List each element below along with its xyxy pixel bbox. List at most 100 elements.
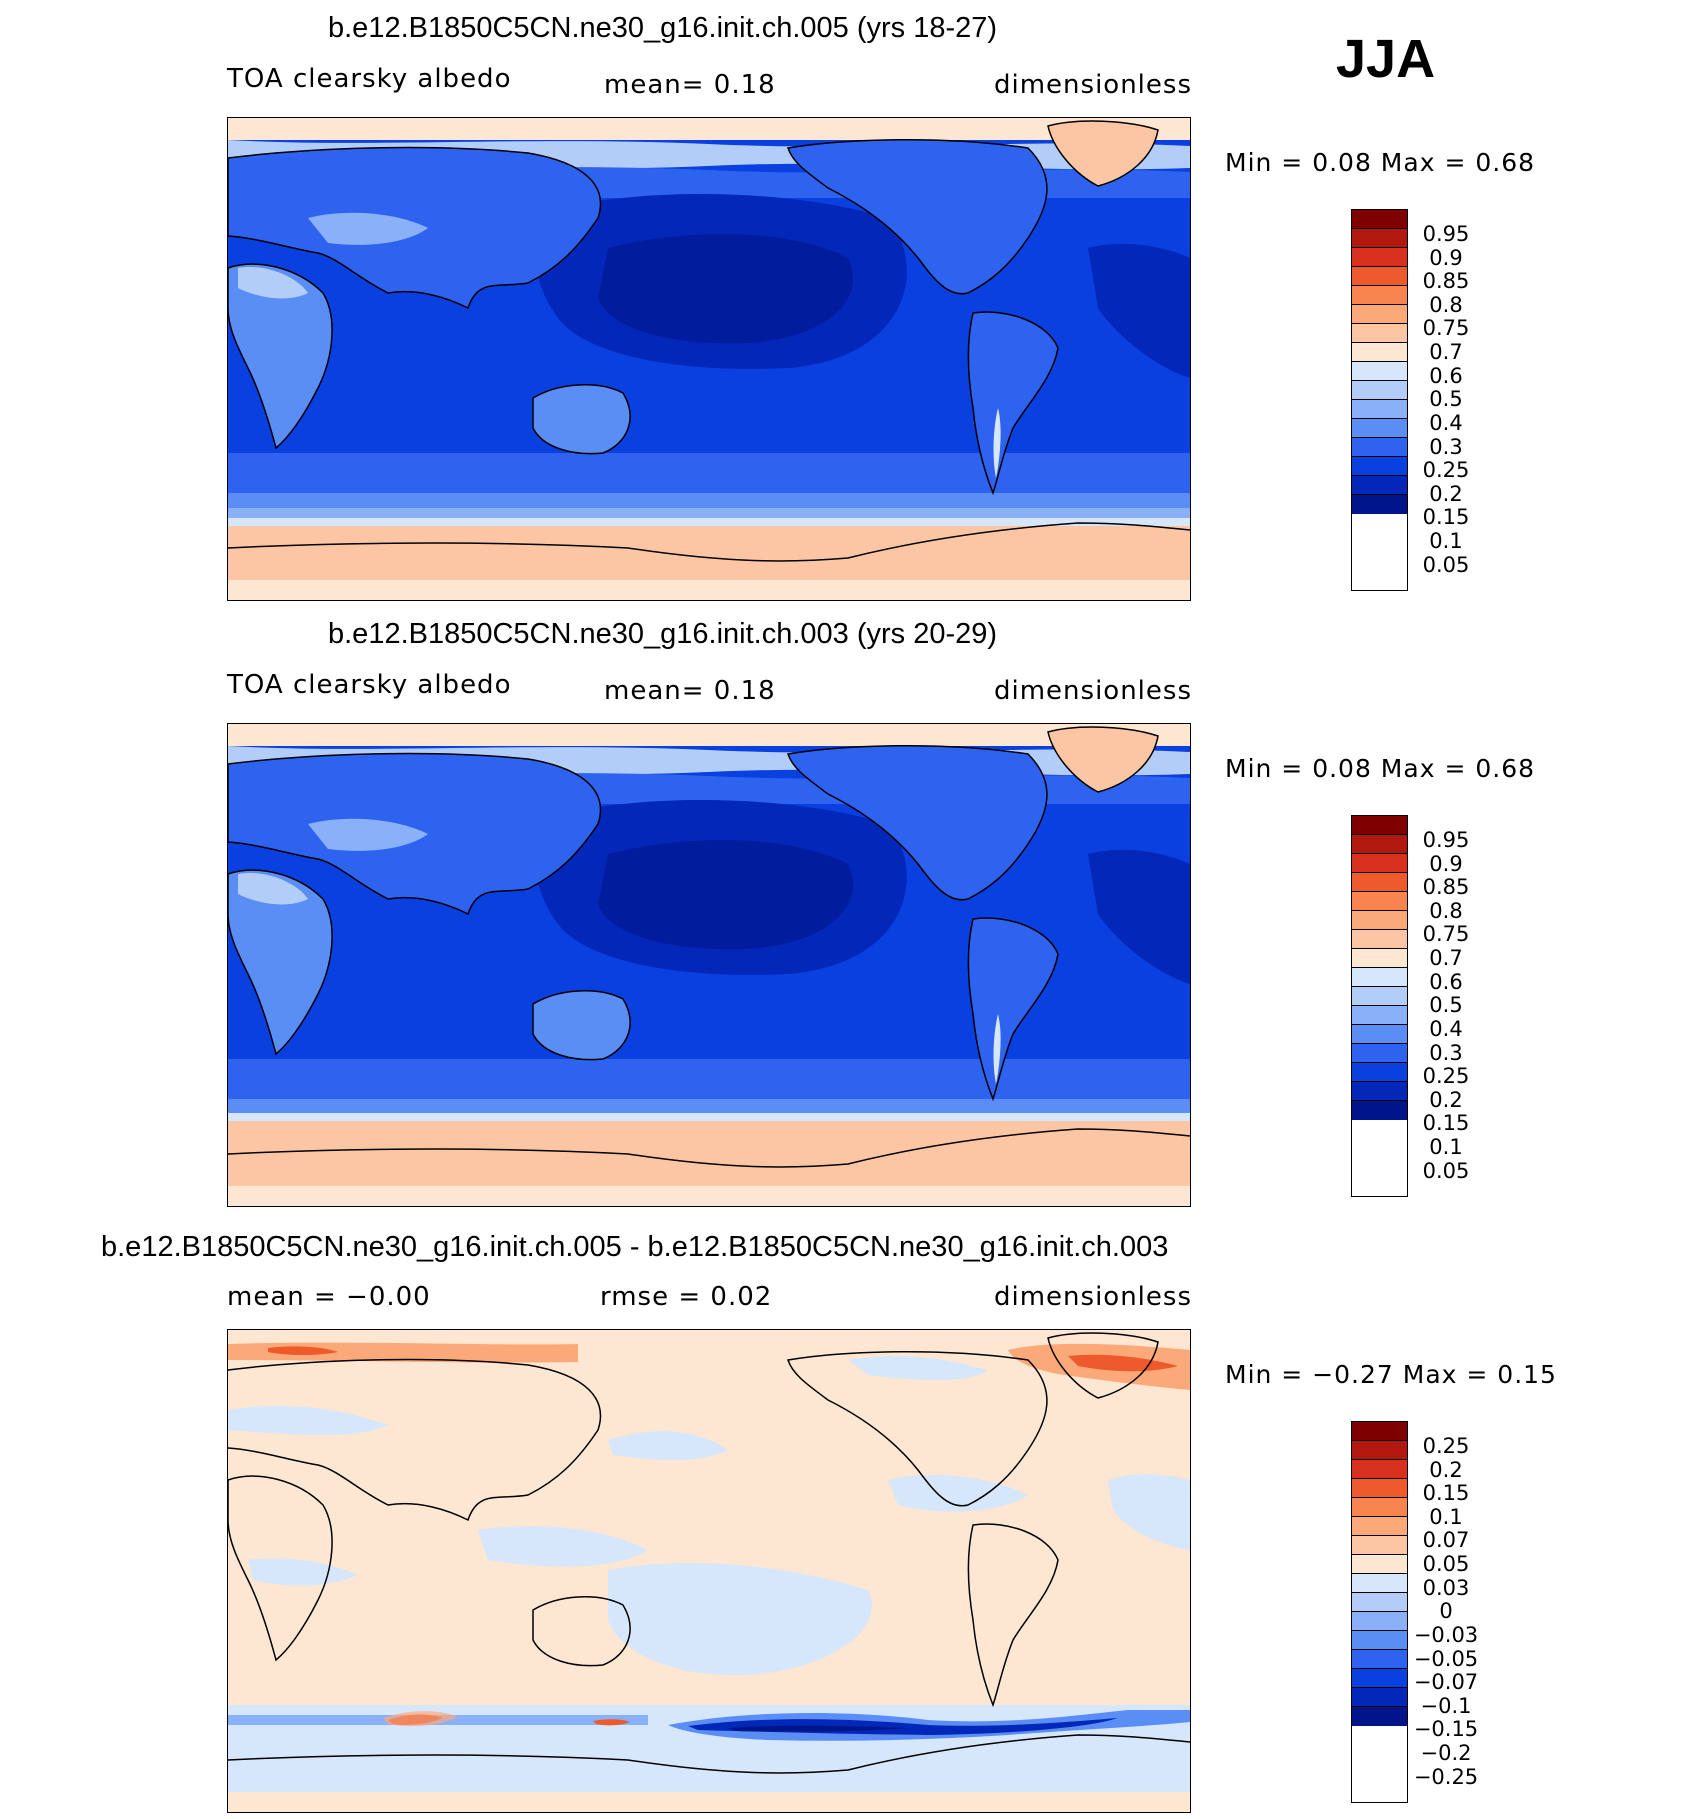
panel1-colorbar-label: 0.6 xyxy=(1429,364,1463,388)
panel2-colorbar-swatch xyxy=(1352,930,1407,949)
panel1-colorbar-swatch xyxy=(1352,286,1407,305)
panel2-colorbar-swatch xyxy=(1352,987,1407,1006)
panel2-colorbar-swatch xyxy=(1352,1044,1407,1063)
panel2-variable: TOA clearsky albedo xyxy=(227,670,512,700)
panel2-map xyxy=(227,723,1191,1207)
panel2-colorbar-swatch xyxy=(1352,911,1407,930)
panel2-minmax: Min = 0.08 Max = 0.68 xyxy=(1225,754,1536,783)
panel3-colorbar-label: 0.03 xyxy=(1422,1576,1470,1600)
panel3-colorbar-swatch xyxy=(1352,1536,1407,1555)
panel2-colorbar-label: 0.8 xyxy=(1429,899,1463,923)
panel3-colorbar-swatch xyxy=(1352,1441,1407,1460)
panel3-colorbar-swatch xyxy=(1352,1650,1407,1669)
panel2-colorbar-swatch xyxy=(1352,968,1407,987)
panel3-colorbar xyxy=(1351,1421,1408,1803)
panel2-colorbar-swatch xyxy=(1352,892,1407,911)
panel3-colorbar-swatch xyxy=(1352,1422,1407,1441)
panel3-mean: mean = −0.00 xyxy=(227,1282,431,1312)
panel2-colorbar-swatch xyxy=(1352,1025,1407,1044)
panel2-colorbar-label: 0.9 xyxy=(1429,852,1463,876)
panel2-colorbar-label: 0.95 xyxy=(1422,828,1470,852)
panel1-colorbar-swatch xyxy=(1352,229,1407,248)
panel2-colorbar-swatch xyxy=(1352,1063,1407,1082)
panel1-colorbar-label: 0.8 xyxy=(1429,293,1463,317)
panel3-colorbar-label: 0 xyxy=(1439,1599,1453,1623)
panel1-colorbar-swatch xyxy=(1352,248,1407,267)
panel3-colorbar-swatch xyxy=(1352,1593,1407,1612)
panel1-colorbar-label: 0.7 xyxy=(1429,340,1463,364)
panel1-colorbar-swatch xyxy=(1352,210,1407,229)
panel3-colorbar-swatch xyxy=(1352,1574,1407,1593)
panel2-colorbar-label: 0.3 xyxy=(1429,1041,1463,1065)
panel3-colorbar-swatch xyxy=(1352,1631,1407,1650)
panel1-colorbar-swatch xyxy=(1352,476,1407,495)
panel2-title: b.e12.B1850C5CN.ne30_g16.init.ch.003 (yr… xyxy=(328,618,998,650)
panel1-colorbar-swatch xyxy=(1352,362,1407,381)
panel3-colorbar-swatch xyxy=(1352,1498,1407,1517)
panel1-colorbar-label: 0.3 xyxy=(1429,435,1463,459)
panel1-map-field xyxy=(228,118,1190,600)
panel2-colorbar-label: 0.7 xyxy=(1429,946,1463,970)
panel2-colorbar-label: 0.5 xyxy=(1429,993,1463,1017)
panel1-units: dimensionless xyxy=(994,70,1192,100)
panel3-colorbar-label: 0.15 xyxy=(1422,1481,1470,1505)
panel3-units: dimensionless xyxy=(994,1282,1192,1312)
panel1-colorbar-label: 0.85 xyxy=(1422,269,1470,293)
panel1-colorbar-label: 0.4 xyxy=(1429,411,1463,435)
panel1-colorbar-swatch xyxy=(1352,267,1407,286)
panel2-colorbar xyxy=(1351,815,1408,1197)
panel2-colorbar-label: 0.2 xyxy=(1429,1088,1463,1112)
panel2-colorbar-label: 0.4 xyxy=(1429,1017,1463,1041)
panel3-colorbar-swatch xyxy=(1352,1688,1407,1707)
panel1-colorbar-label: 0.15 xyxy=(1422,505,1470,529)
panel3-colorbar-swatch xyxy=(1352,1517,1407,1536)
panel3-minmax: Min = −0.27 Max = 0.15 xyxy=(1225,1360,1557,1389)
panel3-map-field xyxy=(228,1330,1190,1812)
panel2-map-field xyxy=(228,724,1190,1206)
panel2-colorbar-label: 0.1 xyxy=(1429,1135,1463,1159)
panel2-colorbar-swatch xyxy=(1352,1082,1407,1101)
panel1-colorbar-swatch xyxy=(1352,381,1407,400)
panel1-colorbar-label: 0.95 xyxy=(1422,222,1470,246)
panel2-colorbar-swatch xyxy=(1352,949,1407,968)
panel1-colorbar-label: 0.9 xyxy=(1429,246,1463,270)
panel2-colorbar-swatch xyxy=(1352,873,1407,892)
panel1-colorbar-label: 0.5 xyxy=(1429,387,1463,411)
panel2-colorbar-swatch xyxy=(1352,1101,1407,1120)
panel3-colorbar-swatch xyxy=(1352,1460,1407,1479)
panel2-colorbar-swatch xyxy=(1352,816,1407,835)
panel3-colorbar-label: 0.2 xyxy=(1429,1458,1463,1482)
panel2-colorbar-label: 0.75 xyxy=(1422,922,1470,946)
panel1-colorbar-swatch xyxy=(1352,343,1407,362)
panel1-map xyxy=(227,117,1191,601)
panel2-colorbar-label: 0.85 xyxy=(1422,875,1470,899)
panel3-colorbar-label: −0.1 xyxy=(1420,1694,1472,1718)
panel3-colorbar-swatch xyxy=(1352,1612,1407,1631)
panel1-colorbar-label: 0.05 xyxy=(1422,553,1470,577)
panel1-colorbar-swatch xyxy=(1352,400,1407,419)
panel1-colorbar-swatch xyxy=(1352,438,1407,457)
panel1-colorbar-swatch xyxy=(1352,324,1407,343)
panel3-colorbar-swatch xyxy=(1352,1555,1407,1574)
panel1-variable: TOA clearsky albedo xyxy=(227,64,512,94)
panel2-colorbar-label: 0.05 xyxy=(1422,1159,1470,1183)
panel1-colorbar-label: 0.75 xyxy=(1422,316,1470,340)
panel1-colorbar-label: 0.1 xyxy=(1429,529,1463,553)
panel1-colorbar-label: 0.25 xyxy=(1422,458,1470,482)
panel3-colorbar-swatch xyxy=(1352,1669,1407,1688)
panel3-colorbar-label: −0.05 xyxy=(1413,1647,1479,1671)
panel2-colorbar-swatch xyxy=(1352,1006,1407,1025)
panel3-map xyxy=(227,1329,1191,1813)
panel1-colorbar-swatch xyxy=(1352,495,1407,514)
panel2-colorbar-label: 0.25 xyxy=(1422,1064,1470,1088)
panel3-colorbar-swatch xyxy=(1352,1707,1407,1726)
panel1-colorbar-swatch xyxy=(1352,457,1407,476)
panel3-colorbar-swatch xyxy=(1352,1479,1407,1498)
panel2-units: dimensionless xyxy=(994,676,1192,706)
panel1-mean: mean= 0.18 xyxy=(604,70,776,100)
panel2-colorbar-swatch xyxy=(1352,835,1407,854)
panel1-title: b.e12.B1850C5CN.ne30_g16.init.ch.005 (yr… xyxy=(328,12,998,44)
panel1-colorbar-swatch xyxy=(1352,419,1407,438)
panel1-colorbar-swatch xyxy=(1352,305,1407,324)
panel3-colorbar-label: 0.1 xyxy=(1429,1505,1463,1529)
